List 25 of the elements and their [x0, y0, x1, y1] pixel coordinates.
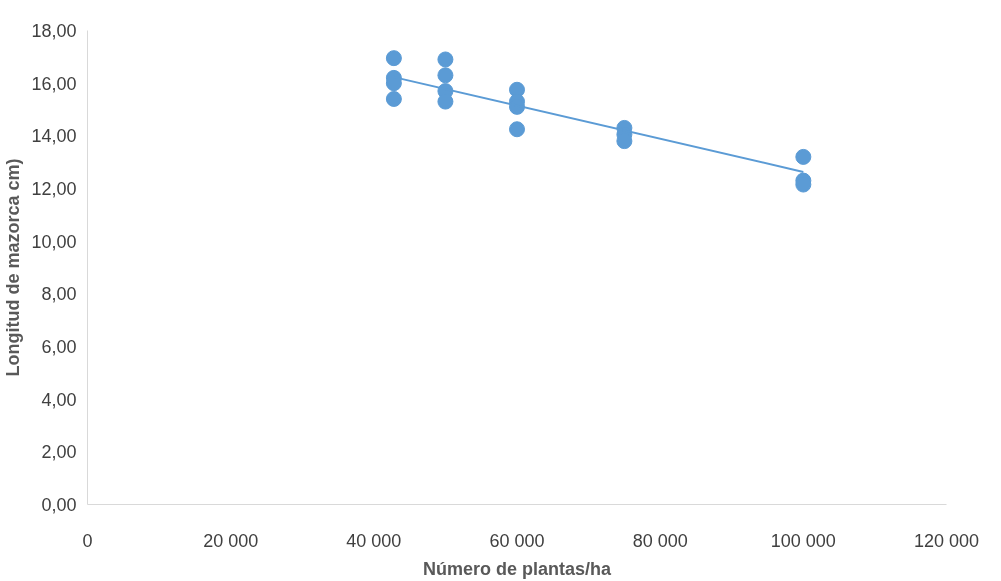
x-axis-title: Número de plantas/ha — [422, 558, 613, 579]
point — [437, 67, 454, 84]
point — [437, 51, 454, 68]
y-tick-label: 4,00 — [41, 389, 77, 410]
x-tick-label: 60 000 — [489, 530, 545, 551]
x-tick-label: 80 000 — [632, 530, 688, 551]
point — [385, 50, 402, 67]
y-tick-label: 10,00 — [31, 231, 77, 252]
point — [509, 121, 525, 138]
y-tick-label: 12,00 — [31, 179, 77, 199]
y-tick-label: 0,00 — [41, 495, 77, 515]
x-tick-label: 20 000 — [203, 530, 259, 551]
x-tick-label: 0 — [82, 530, 93, 551]
x-tick-label: 120 000 — [913, 530, 980, 551]
x-tick-label: 40 000 — [346, 530, 402, 551]
point — [795, 148, 812, 165]
y-tick-label: 16,00 — [31, 73, 77, 94]
point — [385, 90, 402, 107]
y-axis-title: Longitud de mazorca cm) — [3, 158, 24, 377]
x-tick-label: 100 000 — [770, 530, 836, 551]
y-tick-label: 18,00 — [31, 21, 77, 41]
y-tick-label: 2,00 — [41, 442, 77, 463]
y-tick-label: 14,00 — [31, 126, 77, 147]
y-tick-label: 6,00 — [41, 337, 77, 357]
y-tick-label: 8,00 — [41, 284, 77, 305]
